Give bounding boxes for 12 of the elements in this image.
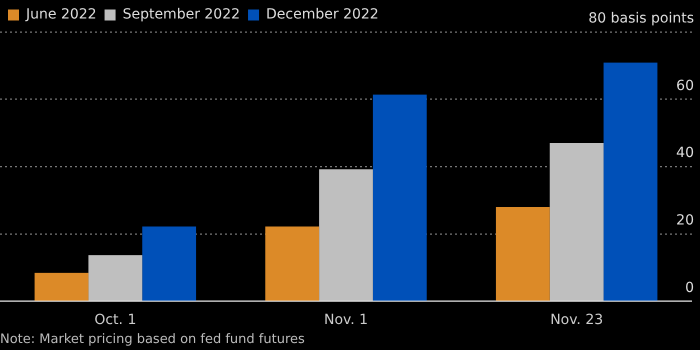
x-tick-label: Nov. 23 xyxy=(550,312,604,328)
x-tick-label: Oct. 1 xyxy=(94,312,136,328)
y-tick-label: 80 basis points xyxy=(588,10,694,27)
x-tick-label: Nov. 1 xyxy=(324,312,368,328)
y-tick-label: 0 xyxy=(685,280,694,296)
y-tick-label: 60 xyxy=(676,78,694,94)
y-tick-label: 40 xyxy=(676,145,694,162)
legend-label: December 2022 xyxy=(266,6,379,23)
legend-label: June 2022 xyxy=(25,6,97,23)
legend-label: September 2022 xyxy=(122,6,240,23)
text: Note: Market pricing based on fed fund futures xyxy=(0,332,306,347)
y-tick-label: 20 xyxy=(676,212,694,229)
